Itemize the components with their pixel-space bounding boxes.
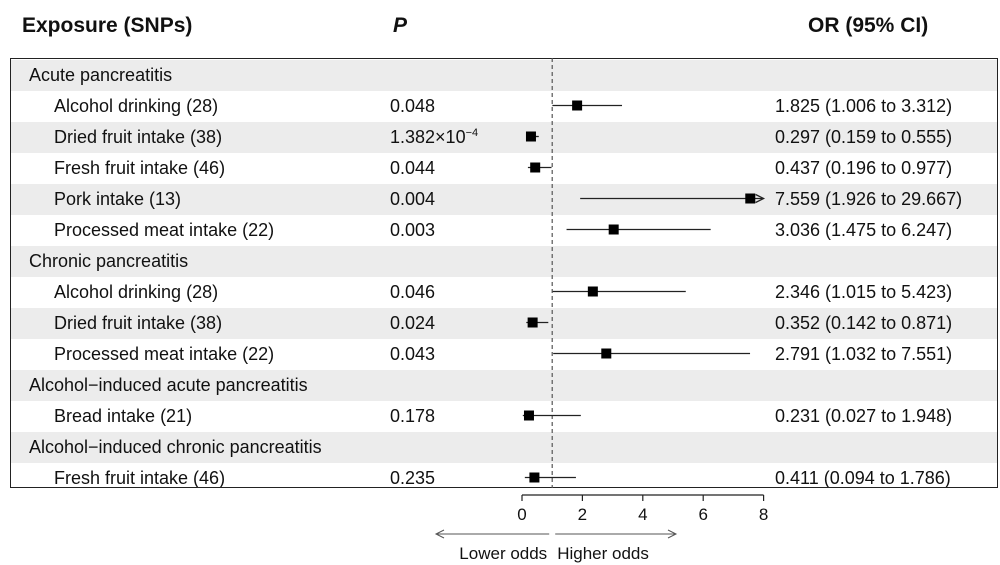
or-ci-value: 0.411 (0.094 to 1.786) bbox=[775, 467, 951, 488]
exposure-label: Processed meat intake (22) bbox=[54, 219, 275, 240]
lower-odds-label: Lower odds bbox=[459, 544, 547, 563]
estimate-marker bbox=[527, 317, 538, 328]
estimate-marker bbox=[572, 100, 583, 111]
exposure-label: Alcohol drinking (28) bbox=[54, 95, 219, 116]
or-ci-value: 2.346 (1.015 to 5.423) bbox=[775, 281, 953, 302]
group-label: Alcohol−induced acute pancreatitis bbox=[29, 374, 308, 395]
group-row: Alcohol−induced chronic pancreatitis bbox=[11, 431, 997, 463]
group-row: Alcohol−induced acute pancreatitis bbox=[11, 369, 997, 401]
p-value: 0.048 bbox=[390, 95, 436, 116]
or-ci-value: 0.352 (0.142 to 0.871) bbox=[775, 312, 953, 333]
table-row: Processed meat intake (22) 0.003 3.036 (1.… bbox=[11, 215, 997, 246]
table-row: Processed meat intake (22) 0.043 2.791 (1.… bbox=[11, 339, 997, 370]
forest-table: Acute pancreatitis Alcohol drinking (28) 0… bbox=[10, 58, 998, 488]
estimate-marker bbox=[608, 224, 619, 235]
p-value: 0.004 bbox=[390, 188, 436, 209]
estimate-marker bbox=[525, 131, 536, 142]
exposure-label: Pork intake (13) bbox=[54, 188, 182, 209]
p-value: 0.024 bbox=[390, 312, 436, 333]
exposure-label: Processed meat intake (22) bbox=[54, 343, 275, 364]
p-value: 0.235 bbox=[390, 467, 436, 488]
group-row: Chronic pancreatitis bbox=[11, 245, 997, 277]
table-row: Bread intake (21) 0.178 0.231 (0.027 to 1.… bbox=[11, 401, 997, 432]
or-ci-value: 1.825 (1.006 to 3.312) bbox=[775, 95, 953, 116]
higher-odds-arrowhead bbox=[667, 529, 678, 539]
exposure-header: Exposure (SNPs) bbox=[22, 14, 193, 37]
x-tick-label: 6 bbox=[698, 505, 707, 524]
or-ci-value: 3.036 (1.475 to 6.247) bbox=[775, 219, 953, 240]
p-value: 0.178 bbox=[390, 405, 436, 426]
or-ci-value: 0.231 (0.027 to 1.948) bbox=[775, 405, 953, 426]
table-row: Pork intake (13) 0.004 7.559 (1.926 to 29.… bbox=[11, 183, 997, 215]
table-row: Dried fruit intake (38) 1.382×10−4 0.297 (… bbox=[11, 121, 997, 153]
lower-odds-arrowhead bbox=[434, 529, 445, 539]
estimate-marker bbox=[529, 472, 540, 483]
or-ci-value: 0.297 (0.159 to 0.555) bbox=[775, 126, 953, 147]
table-row: Alcohol drinking (28) 0.046 2.346 (1.015 t… bbox=[11, 277, 997, 308]
p-value: 0.044 bbox=[390, 157, 436, 178]
group-label: Alcohol−induced chronic pancreatitis bbox=[29, 436, 322, 457]
estimate-marker bbox=[745, 193, 756, 204]
x-tick-label: 0 bbox=[517, 505, 526, 524]
x-tick-label: 2 bbox=[578, 505, 587, 524]
table-row: Fresh fruit intake (46) 0.044 0.437 (0.196… bbox=[11, 153, 997, 184]
table-row: Fresh fruit intake (46) 0.235 0.411 (0.094… bbox=[11, 463, 997, 488]
exposure-label: Dried fruit intake (38) bbox=[54, 312, 223, 333]
group-label: Acute pancreatitis bbox=[29, 64, 173, 85]
table-row: Dried fruit intake (38) 0.024 0.352 (0.142… bbox=[11, 307, 997, 339]
exposure-label: Fresh fruit intake (46) bbox=[54, 157, 226, 178]
estimate-marker bbox=[601, 348, 612, 359]
exposure-label: Bread intake (21) bbox=[54, 405, 193, 426]
table-row: Alcohol drinking (28) 0.048 1.825 (1.006 t… bbox=[11, 91, 997, 122]
p-value: 0.003 bbox=[390, 219, 436, 240]
group-row: Acute pancreatitis bbox=[11, 59, 997, 91]
x-tick-label: 8 bbox=[759, 505, 768, 524]
higher-odds-label: Higher odds bbox=[557, 544, 649, 563]
or-ci-value: 2.791 (1.032 to 7.551) bbox=[775, 343, 953, 364]
or-ci-value: 0.437 (0.196 to 0.977) bbox=[775, 157, 953, 178]
p-value-header: P bbox=[393, 14, 408, 37]
x-tick-label: 4 bbox=[638, 505, 647, 524]
estimate-marker bbox=[587, 286, 598, 297]
or-ci-header: OR (95% CI) bbox=[808, 14, 929, 37]
exposure-label: Alcohol drinking (28) bbox=[54, 281, 219, 302]
group-label: Chronic pancreatitis bbox=[29, 250, 189, 271]
p-value: 0.043 bbox=[390, 343, 436, 364]
p-value: 0.046 bbox=[390, 281, 436, 302]
estimate-marker bbox=[523, 410, 534, 421]
ci-arrow bbox=[755, 193, 766, 204]
estimate-marker bbox=[530, 162, 541, 173]
exposure-label: Fresh fruit intake (46) bbox=[54, 467, 226, 488]
or-ci-value: 7.559 (1.926 to 29.667) bbox=[775, 188, 963, 209]
p-value: 1.382×10−4 bbox=[390, 126, 479, 147]
exposure-label: Dried fruit intake (38) bbox=[54, 126, 223, 147]
